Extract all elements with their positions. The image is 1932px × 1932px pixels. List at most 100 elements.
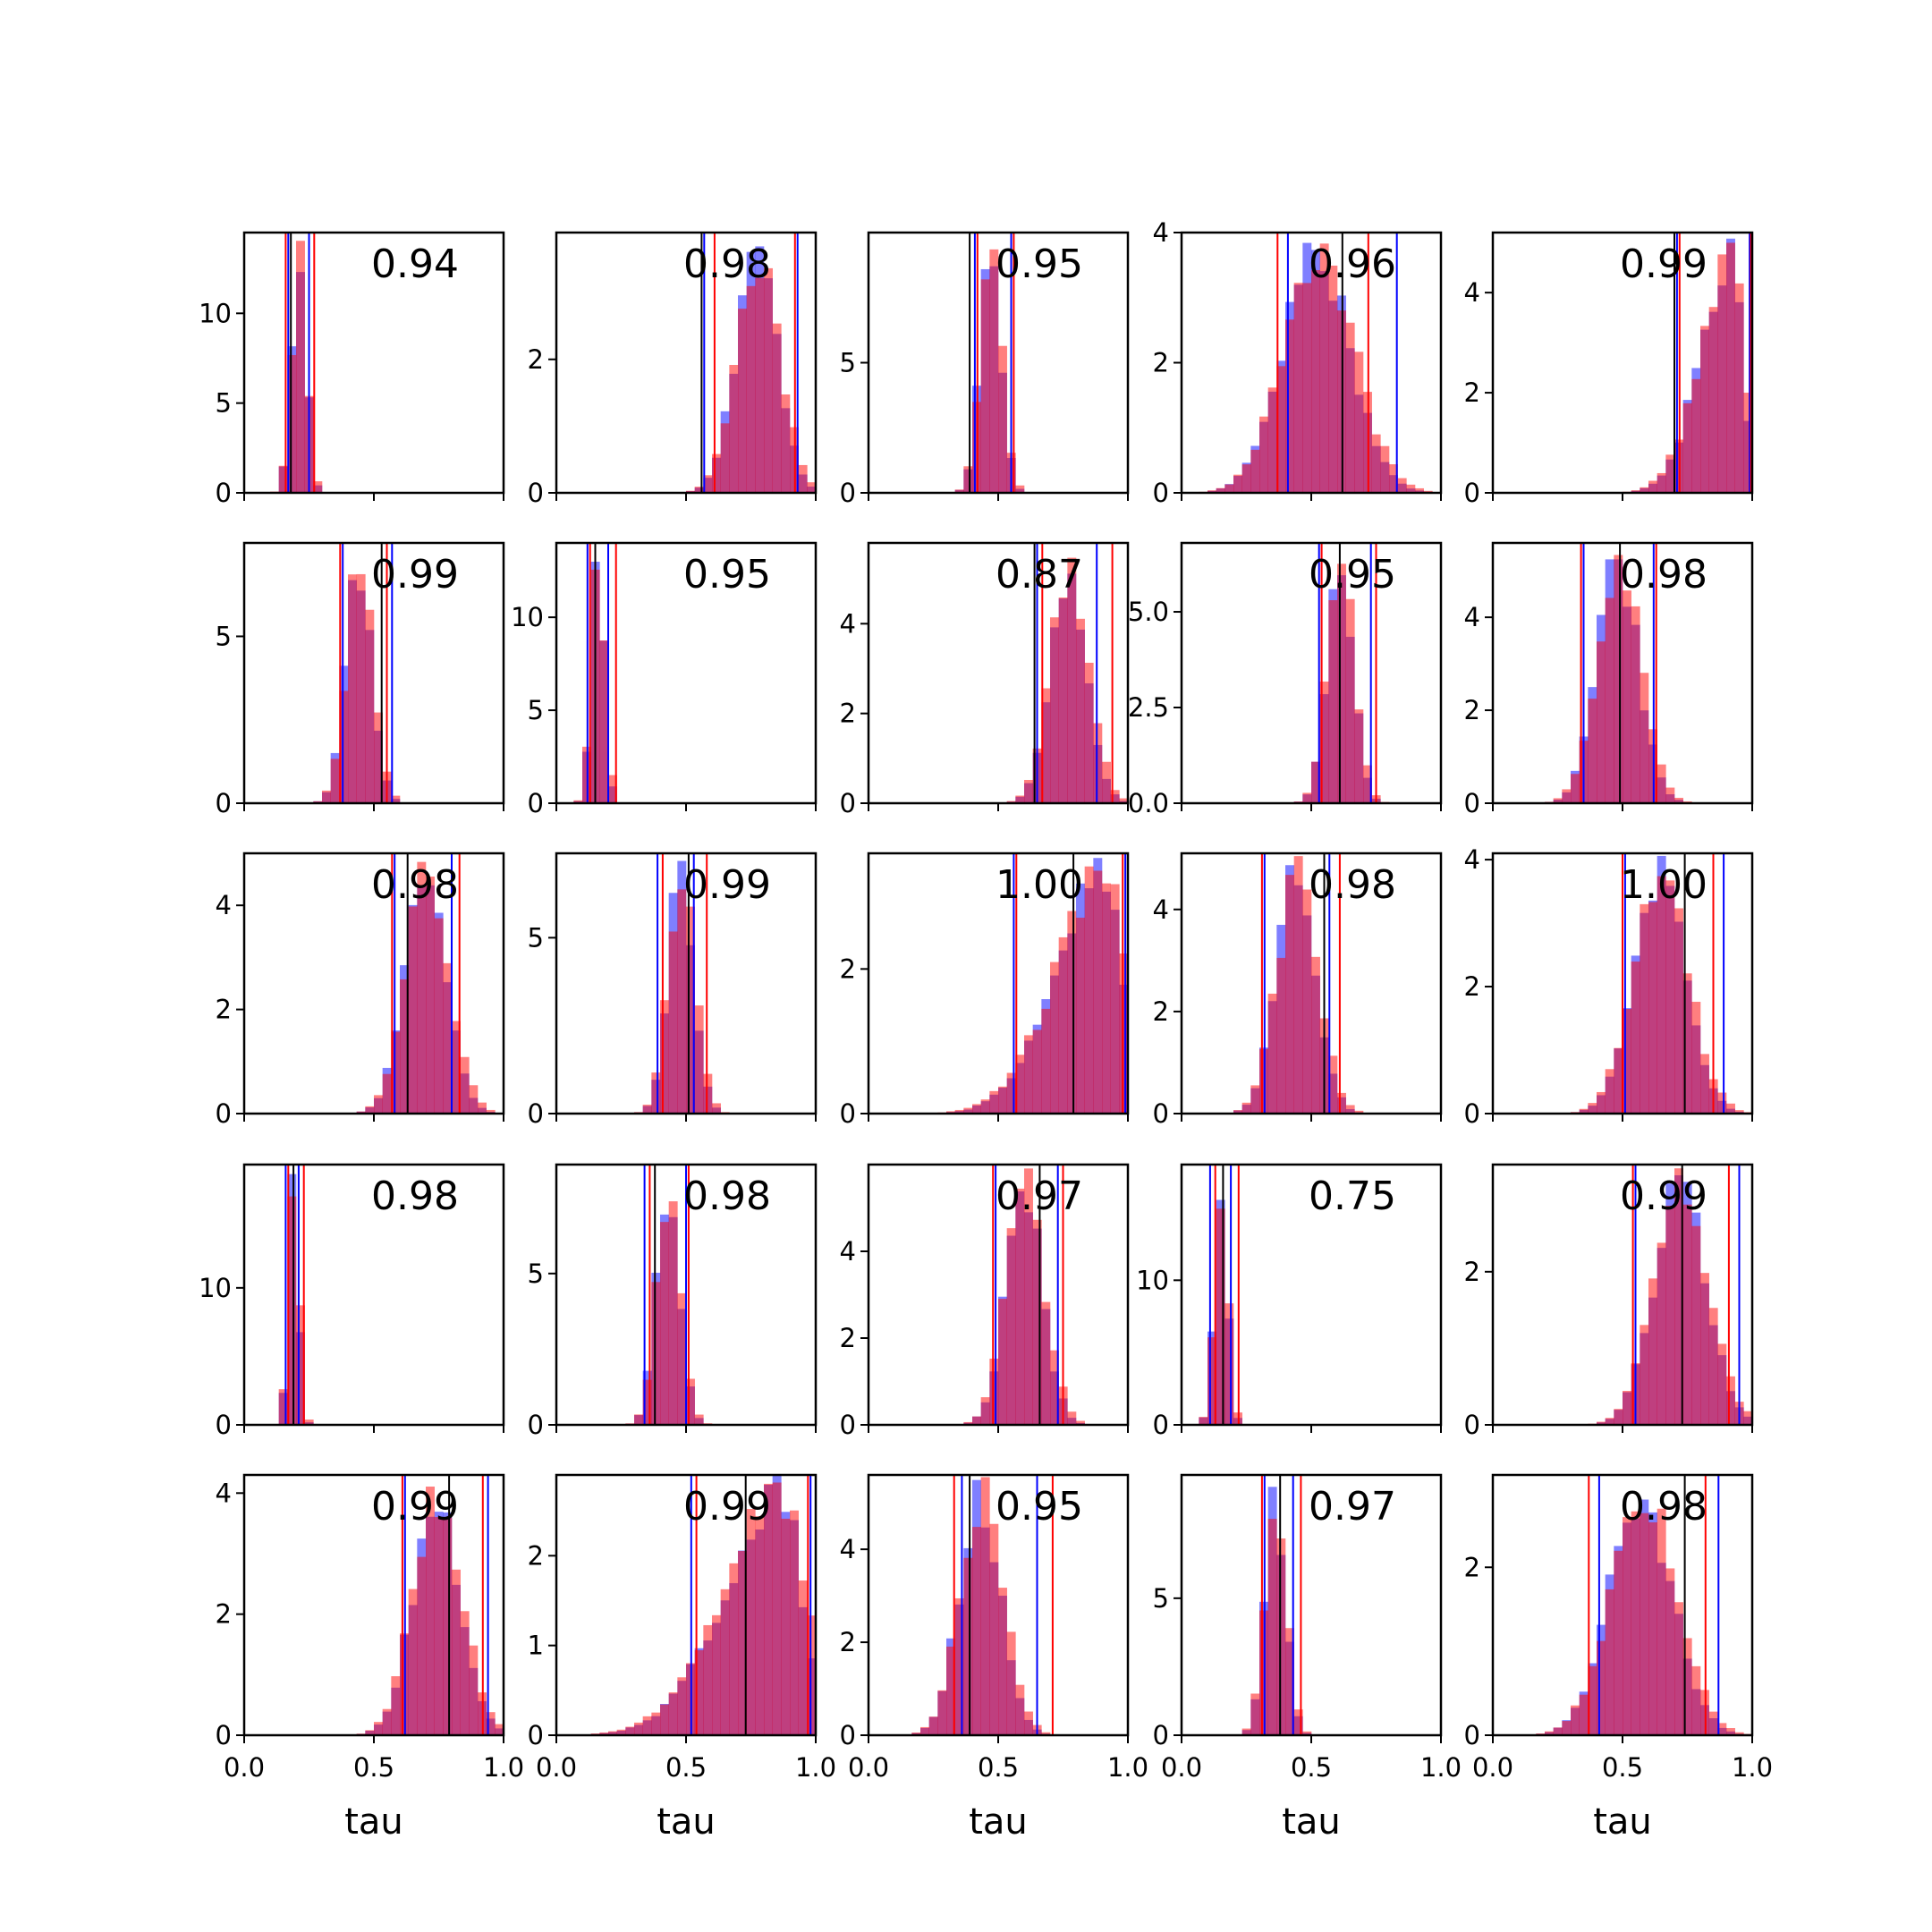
histogram-bar-red (1224, 1303, 1234, 1425)
histogram-panel: 0 2 4 0.87 (840, 541, 1130, 818)
histogram-bar-red (1648, 902, 1657, 1114)
histogram-bar-red (651, 1072, 661, 1114)
histogram-bar-red (634, 1414, 643, 1425)
histogram-bar-red (1588, 699, 1597, 803)
plot-area (356, 853, 496, 1114)
histogram-panel: 0 10 0.98 (199, 1163, 505, 1440)
histogram-bar-red (937, 1690, 947, 1735)
histogram-panel: 0.0 2.5 5.0 0.95 (1128, 541, 1443, 818)
panel-value-label: 0.99 (1620, 1174, 1707, 1219)
histogram-bar-red (1734, 1110, 1744, 1114)
panel-value-label: 0.99 (683, 1484, 771, 1530)
histogram-panel: 0 5 10 0.94 (199, 231, 505, 508)
histogram-bar-red (1354, 352, 1364, 493)
histogram-bar-red (1250, 449, 1260, 493)
histogram-bar-red (1623, 1009, 1631, 1114)
x-tick-label: 0.5 (1602, 1752, 1643, 1783)
histogram-bar-red (729, 364, 739, 493)
histogram-bar-red (1015, 1055, 1025, 1114)
histogram-bar-red (374, 712, 383, 803)
histogram-bar-red (365, 609, 375, 803)
histogram-bar-red (660, 1704, 669, 1735)
histogram-bar-red (1041, 1732, 1051, 1735)
y-tick-label: 5 (528, 922, 544, 953)
histogram-bar-red (694, 1005, 704, 1114)
histogram-bar-red (1354, 709, 1364, 803)
histogram-bar-red (972, 1104, 981, 1114)
histogram-bar-red (1050, 962, 1059, 1114)
plot-area (1006, 543, 1128, 803)
histogram-bar-red (1241, 1728, 1251, 1735)
histogram-bar-red (712, 453, 721, 493)
histogram-bar-red (694, 1650, 704, 1735)
histogram-bar-red (1614, 1550, 1623, 1735)
histogram-panel: 0 2 4 0.98 (216, 852, 505, 1129)
y-tick-label: 2 (1464, 1552, 1480, 1582)
histogram-bar-red (720, 423, 730, 493)
histogram-bar-red (1110, 790, 1120, 803)
histogram-bar-red (720, 1589, 730, 1735)
histogram-panel: 0 10 0.75 (1136, 1163, 1443, 1440)
histogram-bar-red (374, 1722, 383, 1735)
y-tick-label: 0 (1464, 1720, 1480, 1750)
panel-value-label: 0.94 (371, 242, 459, 287)
panel-value-label: 0.98 (371, 862, 459, 908)
y-tick-label: 10 (1136, 1265, 1169, 1295)
panel-value-label: 1.00 (1620, 862, 1707, 908)
histogram-bar-red (1276, 1538, 1286, 1735)
histogram-bar-red (1743, 393, 1752, 493)
histogram-bar-red (374, 1095, 383, 1114)
y-tick-label: 5 (1153, 1583, 1169, 1614)
histogram-bar-red (304, 1419, 314, 1425)
histogram-bar-red (1743, 1411, 1752, 1425)
histogram-panel: 0 1 2 0.0 0.5 1.0 tau 0.99 (528, 1473, 836, 1843)
histogram-bar-red (807, 482, 816, 493)
histogram-bar-red (1015, 1684, 1025, 1735)
y-tick-label: 0 (528, 1410, 544, 1440)
x-tick-label: 1.0 (1732, 1752, 1773, 1783)
histogram-bar-red (573, 800, 583, 803)
histogram-bar-red (1250, 1085, 1260, 1114)
y-tick-label: 0 (216, 1720, 232, 1750)
histogram-bar-red (1665, 1206, 1675, 1425)
histogram-bar-red (382, 1073, 392, 1114)
histogram-bar-red (660, 1000, 669, 1114)
histogram-bar-red (1328, 600, 1338, 803)
histogram-panel: 0 2 4 1.00 (1464, 844, 1754, 1129)
histogram-bar-red (426, 877, 435, 1114)
histogram-bar-red (287, 354, 297, 493)
histogram-bar-red (642, 1379, 652, 1425)
histogram-bar-red (1553, 798, 1563, 803)
histogram-bar-red (1674, 797, 1683, 803)
histogram-bar-red (660, 1222, 669, 1425)
histogram-bar-red (1267, 387, 1277, 493)
histogram-bar-red (616, 1729, 626, 1735)
histogram-bar-red (1657, 764, 1666, 803)
histogram-bar-red (1657, 472, 1666, 493)
histogram-bar-red (1041, 1008, 1051, 1114)
y-tick-label: 5 (216, 621, 232, 651)
histogram-bar-red (1657, 1242, 1666, 1425)
histogram-bar-red (1648, 480, 1657, 493)
y-tick-label: 0 (216, 478, 232, 508)
y-tick-label: 0 (840, 1720, 856, 1750)
histogram-bar-red (478, 1102, 487, 1114)
histogram-bar-red (1631, 490, 1640, 493)
histogram-panel: 0 2 4 0.99 (1464, 231, 1754, 508)
y-tick-label: 0 (216, 788, 232, 818)
y-tick-label: 2 (840, 1323, 856, 1353)
histogram-bar-red (746, 1509, 756, 1735)
y-tick-label: 4 (1153, 894, 1169, 925)
y-tick-label: 5.0 (1128, 597, 1169, 627)
histogram-bar-red (434, 1517, 444, 1735)
histogram-bar-red (434, 918, 444, 1114)
y-tick-label: 0 (216, 1410, 232, 1440)
y-tick-label: 0 (840, 1098, 856, 1129)
histogram-bar-red (1717, 1723, 1727, 1735)
histogram-bar-red (1623, 1517, 1631, 1735)
y-tick-label: 0 (1464, 1410, 1480, 1440)
histogram-bar-red (1032, 1030, 1042, 1114)
y-tick-label: 0 (528, 1720, 544, 1750)
panel-value-label: 0.99 (683, 862, 771, 908)
histogram-bar-red (729, 1563, 739, 1735)
